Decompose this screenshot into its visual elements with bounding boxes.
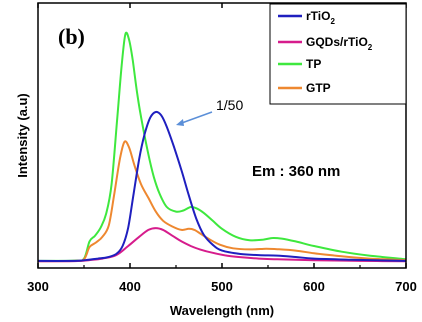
arrow-head xyxy=(176,119,184,126)
x-ticks: 300 400 500 600 700 xyxy=(27,3,417,294)
legend-label-gqds-rtio2: GQDs/rTiO2 xyxy=(306,35,373,52)
x-tick-label: 700 xyxy=(395,279,417,294)
y-axis-title: Intensity (a.u) xyxy=(15,93,30,178)
x-tick-label: 400 xyxy=(119,279,141,294)
series-layer xyxy=(37,31,407,263)
series-line-tp xyxy=(37,31,407,262)
emission-annotation: Em : 360 nm xyxy=(252,163,340,180)
legend-label-rtio2: rTiO2 xyxy=(306,9,335,26)
legend: rTiO2 GQDs/rTiO2 TP GTP xyxy=(269,3,407,105)
x-axis-title: Wavelength (nm) xyxy=(170,303,274,318)
x-tick-label: 500 xyxy=(211,279,233,294)
arrow-line xyxy=(178,111,213,125)
scale-arrow xyxy=(176,111,213,126)
x-tick-label: 600 xyxy=(303,279,325,294)
series-line-rtio2 xyxy=(37,110,407,262)
legend-label-gtp: GTP xyxy=(306,81,331,95)
x-tick-label: 300 xyxy=(27,279,49,294)
scale-annotation: 1/50 xyxy=(216,97,243,113)
panel-label: (b) xyxy=(58,24,85,49)
series-line-gtp xyxy=(37,140,407,263)
legend-label-tp: TP xyxy=(306,57,321,71)
